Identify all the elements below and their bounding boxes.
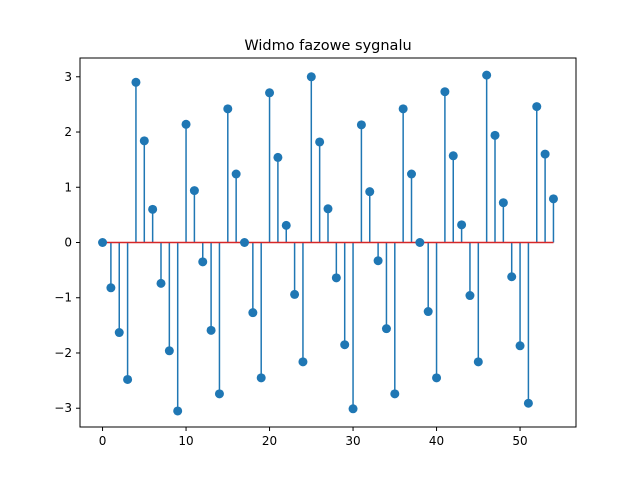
stem-marker xyxy=(306,72,316,82)
stem-marker xyxy=(290,289,300,299)
stem-marker xyxy=(173,406,183,416)
y-tick-label: −2 xyxy=(54,346,72,360)
stem-marker xyxy=(498,198,508,208)
stem-marker xyxy=(181,119,191,129)
stem-marker xyxy=(298,357,308,367)
x-tick-label: 30 xyxy=(345,434,360,448)
x-axis: 0 10 20 30 40 50 xyxy=(99,427,528,448)
stem-marker xyxy=(331,273,341,283)
stem-marker xyxy=(256,373,266,383)
stem-marker xyxy=(373,256,383,266)
stem-marker xyxy=(365,187,375,197)
chart-title: Widmo fazowe sygnalu xyxy=(244,38,411,54)
stem-marker xyxy=(139,136,149,146)
stem-marker xyxy=(440,87,450,97)
stem-marker xyxy=(515,341,525,351)
stem-marker xyxy=(131,77,141,87)
stem-marker xyxy=(490,130,500,140)
stem-marker xyxy=(315,137,325,147)
stem-marker xyxy=(523,398,533,408)
stem-marker xyxy=(231,169,241,179)
stem-marker xyxy=(415,238,425,247)
plot-marks xyxy=(98,70,558,416)
y-tick-label: 2 xyxy=(64,125,72,139)
y-tick-label: −3 xyxy=(54,401,72,415)
stem-marker xyxy=(206,325,216,335)
stem-marker xyxy=(457,220,467,230)
stem-marker xyxy=(223,104,233,114)
stem-marker xyxy=(398,104,408,114)
stem-marker xyxy=(465,291,475,301)
stem-marker xyxy=(407,169,417,179)
x-tick-label: 40 xyxy=(429,434,444,448)
stem-marker xyxy=(448,151,458,161)
stem-marker xyxy=(273,152,283,162)
stem-marker xyxy=(507,272,517,282)
stem-marker xyxy=(106,283,116,293)
x-tick-label: 0 xyxy=(99,434,107,448)
stem-marker xyxy=(281,220,291,230)
stem-marker xyxy=(482,70,492,80)
x-tick-label: 50 xyxy=(512,434,527,448)
stem-marker xyxy=(98,238,108,247)
stem-marker xyxy=(323,204,333,214)
stem-marker xyxy=(348,404,358,414)
y-axis: −3 −2 −1 0 1 2 3 xyxy=(54,70,80,415)
stem-marker xyxy=(532,102,542,112)
x-tick-label: 10 xyxy=(178,434,193,448)
stem-marker xyxy=(390,389,400,399)
stem-marker xyxy=(540,149,550,159)
stem-marker xyxy=(432,373,442,383)
stem-marker xyxy=(356,120,366,130)
stem-marker xyxy=(340,340,350,350)
stem-marker xyxy=(239,238,249,247)
stem-marker xyxy=(114,328,124,338)
stem-marker xyxy=(123,374,133,384)
stem-marker xyxy=(198,257,208,267)
y-tick-label: 3 xyxy=(64,70,72,84)
y-tick-label: −1 xyxy=(54,291,72,305)
stem-marker xyxy=(381,324,391,334)
stem-marker xyxy=(248,308,258,318)
stem-marker xyxy=(164,346,174,356)
stem-marker xyxy=(214,389,224,399)
stem-marker xyxy=(156,278,166,288)
stem-marker xyxy=(148,204,158,214)
y-tick-label: 1 xyxy=(64,180,72,194)
stem-marker xyxy=(473,357,483,367)
stem-marker xyxy=(265,88,275,98)
stem-marker xyxy=(423,307,433,317)
stem-marker xyxy=(189,186,199,196)
y-tick-label: 0 xyxy=(64,236,72,250)
stem-marker xyxy=(548,194,558,204)
x-tick-label: 20 xyxy=(262,434,277,448)
